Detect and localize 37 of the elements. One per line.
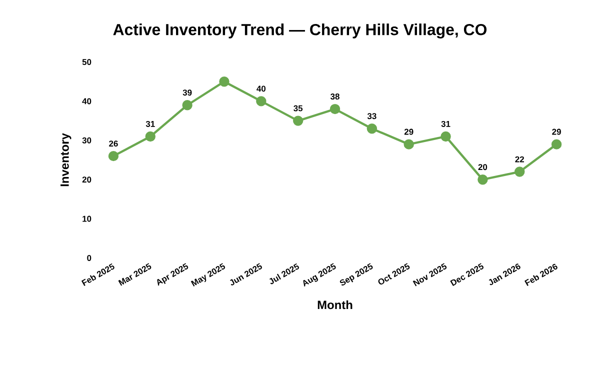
point	[440, 131, 451, 142]
x-tick-label: Feb 2026	[524, 264, 558, 286]
chart-title: Active Inventory Trend — Cherry Hills Village, CO	[113, 24, 487, 38]
point	[514, 166, 525, 177]
point	[330, 104, 340, 114]
point	[404, 139, 414, 150]
data-label: 33	[367, 113, 376, 120]
y-tick-label: 20	[82, 176, 92, 183]
data-label: 35	[294, 105, 303, 112]
data-label: 26	[109, 140, 118, 147]
point	[108, 150, 119, 162]
point	[366, 124, 378, 134]
y-tick-label: 30	[82, 137, 92, 144]
point	[256, 96, 266, 106]
data-label: 22	[515, 156, 524, 162]
data-label: 29	[552, 128, 561, 135]
x-axis-title: Month	[318, 300, 352, 310]
data-label: 38	[330, 94, 340, 100]
y-tick-label: 0	[87, 255, 92, 261]
y-tick-label: 40	[82, 98, 92, 104]
y-tick-label: 50	[82, 59, 92, 65]
data-label: 40	[256, 86, 266, 92]
y-axis-title: Inventory	[60, 133, 72, 186]
x-tick-label: Jul 2025	[270, 263, 299, 284]
x-tick-label: Jan 2026	[488, 264, 520, 286]
point	[219, 76, 230, 87]
point	[145, 131, 156, 142]
data-label: 39	[182, 90, 192, 96]
y-tick-label: 10	[82, 216, 92, 222]
data-label: 31	[146, 120, 155, 127]
data-label: 29	[404, 128, 414, 135]
point	[182, 100, 192, 110]
data-label: 31	[441, 120, 450, 127]
point	[551, 139, 562, 150]
point	[478, 174, 488, 185]
point	[292, 116, 304, 126]
data-label: 20	[478, 164, 488, 170]
